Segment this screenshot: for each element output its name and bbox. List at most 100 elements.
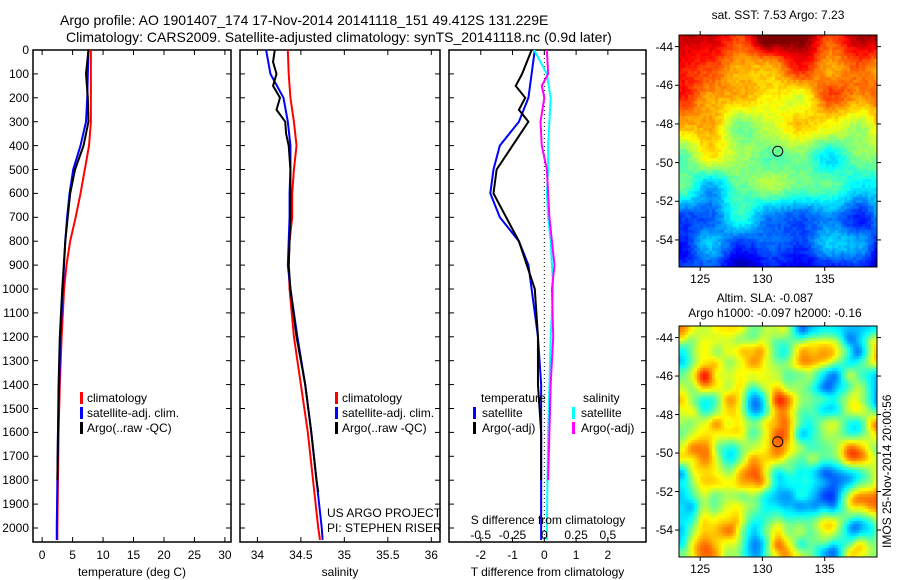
argo-position-marker — [772, 436, 784, 448]
series-line-t-argo-adj- — [492, 49, 543, 481]
x-tick-label: 35 — [337, 548, 352, 562]
lat-tick-label: -54 — [655, 523, 673, 538]
y-tick-label: 100 — [8, 66, 29, 81]
sla-map — [679, 326, 877, 557]
series-line-argo-raw-qc- — [56, 49, 90, 481]
x-tick-label: 36 — [424, 548, 438, 562]
y-tick-label: 0 — [22, 43, 29, 57]
series-line-s-argo-adj- — [539, 49, 556, 481]
legend-swatch — [335, 392, 338, 404]
y-tick-label: 1300 — [2, 353, 29, 368]
lat-tick-label: -50 — [655, 155, 673, 170]
lat-tick-label: -44 — [655, 39, 673, 54]
y-tick-label: 1900 — [2, 497, 29, 512]
x-tick-label: 35.5 — [376, 548, 400, 562]
x-tick-label: 5 — [69, 548, 76, 562]
legend-header: salinity — [583, 391, 620, 405]
x-tick-label: 25 — [187, 548, 202, 562]
legend-swatch — [572, 422, 575, 434]
legend-label: Argo(-adj) — [581, 421, 635, 435]
lat-tick-label: -52 — [655, 194, 673, 209]
y-tick-label: 1600 — [2, 425, 29, 440]
s-tick-label: 0.5 — [599, 528, 617, 542]
lat-tick-label: -44 — [655, 330, 673, 345]
map-frame — [678, 325, 878, 558]
s-axis-label: S difference from climatology — [470, 513, 626, 527]
y-tick-label: 1800 — [2, 473, 29, 488]
argo-position-marker — [772, 145, 784, 157]
s-tick-label: -0.25 — [498, 528, 527, 542]
series-line-s-satellite — [533, 49, 555, 540]
y-tick-label: 500 — [8, 162, 29, 177]
x-tick-label: 2 — [604, 548, 612, 562]
lon-tick-label: 125 — [690, 272, 711, 286]
y-tick-label: 800 — [8, 234, 29, 249]
y-tick-label: 400 — [8, 138, 29, 153]
lon-tick-label: 135 — [814, 272, 835, 286]
series-line-t-satellite — [489, 49, 543, 540]
legend-label: Argo(-adj) — [482, 421, 536, 435]
y-tick-label: 1000 — [2, 282, 29, 296]
lat-tick-label: -54 — [655, 232, 673, 247]
lon-tick-label: 130 — [752, 272, 773, 286]
legend-label: satellite-adj. clim. — [87, 406, 180, 420]
map-frame — [678, 34, 878, 268]
legend-label: Argo(..raw -QC) — [342, 421, 427, 435]
legend-label: satellite — [581, 406, 622, 420]
x-axis-label: T difference from climatology — [470, 565, 625, 579]
y-tick-label: 600 — [8, 186, 29, 201]
series-line-argo-raw-qc- — [271, 49, 320, 493]
x-tick-label: 1 — [572, 548, 580, 562]
legend-swatch — [335, 422, 338, 434]
x-axis-label: temperature (deg C) — [77, 565, 187, 579]
y-tick-label: 1200 — [2, 329, 29, 344]
lat-tick-label: -48 — [655, 116, 673, 131]
legend-label: climatology — [342, 391, 403, 405]
x-tick-label: 34 — [250, 548, 265, 562]
map-title: Altim. SLA: -0.087 — [716, 291, 814, 305]
x-tick-label: 34.5 — [289, 548, 313, 562]
legend-swatch — [473, 422, 476, 434]
lat-tick-label: -46 — [655, 78, 673, 93]
y-tick-label: 200 — [8, 90, 29, 105]
x-tick-label: 0 — [540, 548, 548, 562]
credit-pi: PI: STEPHEN RISER — [327, 521, 442, 535]
s-tick-label: -0.5 — [470, 528, 492, 542]
legend-swatch — [572, 407, 575, 419]
x-tick-label: 15 — [126, 548, 141, 562]
y-tick-label: 1500 — [2, 401, 29, 416]
x-tick-label: 0 — [38, 548, 46, 562]
x-tick-label: 20 — [157, 548, 171, 562]
lat-tick-label: -48 — [655, 407, 673, 422]
panel-frame — [239, 49, 441, 543]
y-tick-label: 2000 — [2, 521, 29, 535]
lon-tick-label: 135 — [814, 562, 835, 576]
legend-label: climatology — [87, 391, 148, 405]
legend-swatch — [335, 407, 338, 419]
y-tick-label: 1700 — [2, 449, 29, 464]
y-tick-label: 300 — [8, 114, 29, 129]
x-tick-label: -1 — [507, 548, 518, 562]
legend-swatch — [80, 422, 83, 434]
x-axis-label: salinity — [321, 565, 359, 579]
x-tick-label: -2 — [475, 548, 487, 562]
timestamp: IMOS 25-Nov-2014 20:00:56 — [880, 394, 894, 548]
x-tick-label: 10 — [96, 548, 110, 562]
legend-header: temperature — [481, 391, 546, 405]
y-tick-label: 1400 — [2, 377, 29, 392]
credit-project: US ARGO PROJECT — [327, 506, 442, 520]
map-subtitle: Argo h1000: -0.097 h2000: -0.16 — [688, 306, 862, 320]
y-tick-label: 1100 — [3, 305, 29, 320]
lon-tick-label: 130 — [752, 562, 773, 576]
legend-swatch — [80, 407, 83, 419]
y-tick-label: 700 — [8, 210, 29, 225]
legend-label: satellite-adj. clim. — [342, 406, 435, 420]
lon-tick-label: 125 — [690, 562, 711, 576]
lat-tick-label: -50 — [655, 446, 673, 461]
legend-swatch — [80, 392, 83, 404]
legend-swatch — [473, 407, 476, 419]
s-tick-label: 0 — [540, 528, 548, 542]
y-tick-label: 900 — [8, 258, 29, 273]
